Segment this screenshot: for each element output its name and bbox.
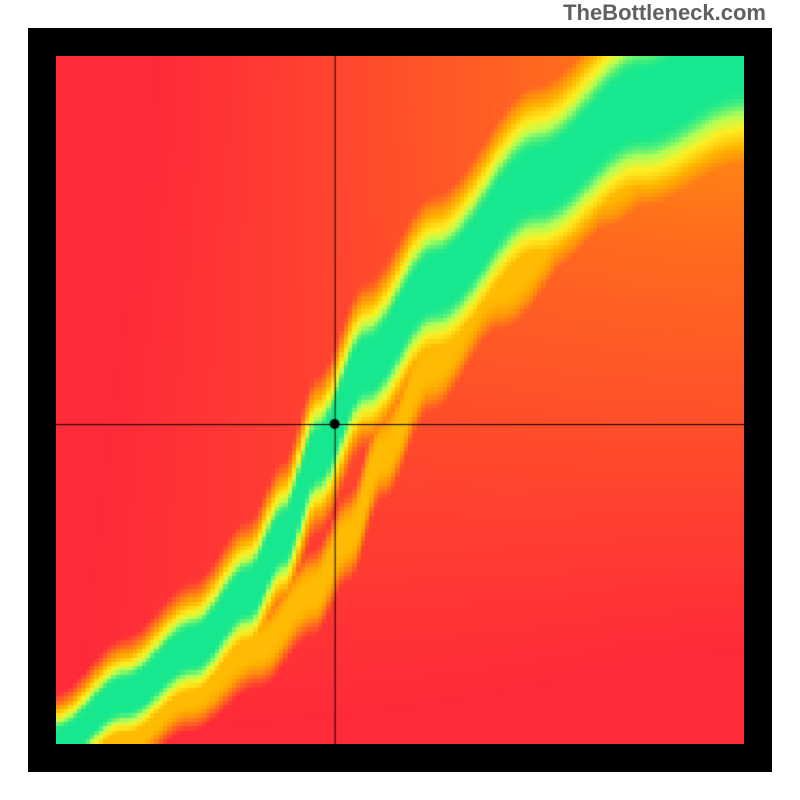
plot-frame bbox=[28, 28, 772, 772]
heatmap-canvas bbox=[56, 56, 744, 744]
plot-area bbox=[56, 56, 744, 744]
watermark-text: TheBottleneck.com bbox=[563, 0, 766, 26]
